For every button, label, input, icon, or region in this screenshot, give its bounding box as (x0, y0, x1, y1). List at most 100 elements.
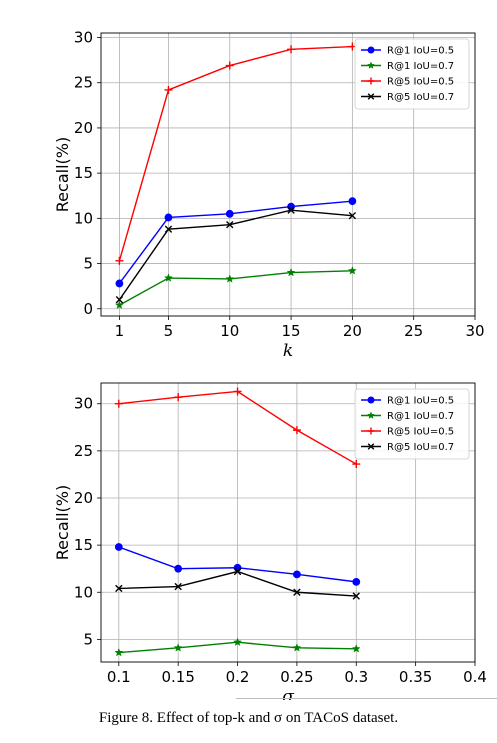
legend-marker (366, 411, 376, 419)
x-tick-label: 0.15 (161, 668, 194, 686)
data-point (287, 206, 295, 214)
x-tick-label: 0.35 (399, 668, 432, 686)
y-tick-label: 30 (74, 395, 93, 413)
legend-label: R@5 IoU=0.5 (387, 77, 454, 88)
plot-frame (100, 32, 476, 317)
data-point (352, 592, 360, 600)
series-line (118, 200, 353, 284)
y-tick-label: 15 (74, 536, 93, 554)
data-point (225, 209, 234, 218)
legend-box (354, 388, 470, 460)
figure-caption: Figure 8. Effect of top-k and σ on TACoS… (98, 710, 399, 726)
y-tick-label: 15 (74, 164, 93, 182)
y-tick-label: 25 (74, 74, 93, 92)
data-point (114, 647, 124, 657)
data-point (292, 643, 302, 652)
data-point (225, 274, 235, 283)
data-point (286, 267, 296, 277)
data-point (173, 643, 183, 652)
x-axis-label: σ (282, 687, 294, 700)
series-2 (114, 637, 361, 657)
series-3 (114, 387, 361, 469)
series-4 (115, 567, 360, 600)
data-point (233, 637, 243, 647)
x-tick-label: 0.4 (463, 668, 487, 686)
data-point (293, 570, 301, 579)
data-point (115, 256, 124, 265)
data-point (351, 644, 361, 653)
x-tick-label: 0.3 (344, 668, 368, 686)
chart-2: 0.1 0.15 0.2 0.25 0.3 0.35 0.4 5 10 15 20 25 30 σ Reca… (53, 382, 487, 700)
legend-label: R@1 IoU=0.5 (387, 396, 454, 407)
data-point (348, 197, 357, 206)
series-4 (115, 206, 357, 304)
legend-label: R@1 IoU=0.5 (387, 46, 454, 57)
legend-marker (367, 396, 375, 404)
y-axis-label: Recall(%) (53, 485, 72, 560)
legend-marker (367, 46, 375, 54)
data-point (287, 202, 295, 211)
legend: R@1 IoU=0.5 R@1 IoU=0.7 R@5 IoU=0.5 R@5 IoU… (354, 388, 470, 460)
data-point (115, 584, 123, 593)
data-point (225, 61, 234, 70)
data-point (174, 582, 182, 591)
data-point (114, 300, 124, 309)
y-axis-label: Recall(%) (53, 137, 72, 212)
series-3 (115, 42, 357, 265)
y-tick-label: 20 (74, 119, 93, 137)
legend: R@1 IoU=0.5 R@1 IoU=0.7 R@5 IoU=0.5 R@5 IoU… (354, 38, 470, 110)
y-tick-label: 5 (83, 255, 93, 273)
plot-frame (100, 382, 476, 663)
legend-marker (367, 443, 375, 450)
data-point (292, 426, 301, 435)
data-point (348, 211, 357, 220)
y-tick-label: 0 (83, 300, 93, 318)
data-point (163, 273, 173, 282)
y-tick-label: 5 (83, 630, 93, 648)
y-tick-label: 25 (74, 442, 93, 460)
legend-label: R@5 IoU=0.7 (387, 92, 454, 103)
x-tick-label: 25 (404, 322, 423, 340)
data-point (352, 460, 361, 469)
legend-marker (367, 427, 375, 435)
x-tick-label: 15 (282, 322, 301, 340)
legend-label: R@5 IoU=0.5 (387, 427, 454, 438)
data-point (164, 85, 173, 94)
series-1 (115, 197, 357, 288)
x-tick-label: 5 (164, 322, 174, 340)
x-tick-label: 0.25 (280, 668, 313, 686)
series-line (118, 45, 353, 262)
data-point (226, 220, 234, 229)
data-point (114, 543, 123, 551)
data-point (114, 399, 123, 408)
legend-label: R@1 IoU=0.7 (387, 61, 454, 72)
series-2 (114, 266, 357, 309)
x-tick-label: 10 (220, 322, 239, 340)
x-axis-label: k (283, 341, 293, 361)
caption-rule (236, 698, 497, 699)
legend-marker (366, 61, 376, 69)
data-point (352, 577, 361, 586)
data-point (293, 588, 301, 596)
x-tick-label: 0.1 (107, 668, 131, 686)
data-point (347, 266, 357, 275)
series-line (119, 270, 353, 306)
x-tick-label: 0.2 (226, 668, 250, 686)
data-point (174, 393, 183, 402)
data-point (164, 213, 173, 222)
x-tick-label: 30 (465, 322, 484, 340)
data-point (164, 225, 173, 233)
data-point (233, 567, 242, 576)
y-tick-label: 10 (74, 583, 93, 601)
data-point (115, 279, 124, 288)
legend-box (354, 38, 470, 110)
x-tick-label: 1 (115, 322, 125, 340)
y-tick-label: 30 (74, 29, 93, 47)
data-point (287, 45, 296, 54)
legend-label: R@5 IoU=0.7 (387, 442, 454, 453)
data-point (115, 296, 124, 304)
data-point (174, 564, 183, 573)
legend-marker (367, 77, 375, 85)
y-tick-label: 10 (74, 209, 93, 227)
